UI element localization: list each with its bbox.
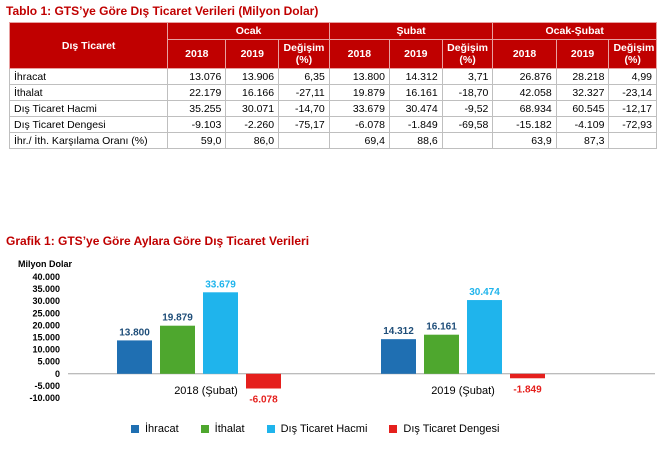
bar bbox=[510, 373, 545, 379]
y-axis-label: Milyon Dolar bbox=[18, 259, 73, 269]
table-cell: -6.078 bbox=[328, 116, 390, 133]
subheader-cell: Değişim (%) bbox=[441, 39, 494, 69]
y-tick-label: 40.000 bbox=[32, 272, 60, 282]
bar bbox=[203, 292, 238, 374]
bar bbox=[424, 334, 459, 374]
legend-item: Dış Ticaret Dengesi bbox=[389, 423, 499, 435]
data-label: -6.078 bbox=[249, 395, 278, 406]
data-label: 16.161 bbox=[426, 322, 457, 333]
data-label: 13.800 bbox=[119, 327, 150, 338]
table-cell: 26.876 bbox=[492, 68, 557, 85]
subheader-cell: 2018 bbox=[328, 39, 390, 69]
legend-swatch bbox=[389, 425, 398, 433]
table-cell: -75,17 bbox=[278, 116, 330, 133]
data-label: 30.474 bbox=[469, 287, 500, 298]
legend-swatch bbox=[131, 425, 139, 433]
legend-item: İthalat bbox=[200, 423, 245, 435]
data-label: 19.879 bbox=[162, 313, 193, 324]
bar bbox=[160, 325, 195, 374]
y-tick-label: 0 bbox=[55, 369, 60, 379]
legend-label: İhracat bbox=[145, 423, 179, 435]
table-cell: 32.327 bbox=[555, 84, 610, 101]
table-cell: 22.179 bbox=[167, 84, 227, 101]
table-cell: 86,0 bbox=[225, 132, 280, 149]
category-label: 2018 (Şubat) bbox=[174, 385, 238, 397]
data-label: 14.312 bbox=[383, 326, 414, 337]
bar bbox=[467, 300, 502, 374]
table-cell: 69,4 bbox=[328, 132, 390, 149]
table-row: İhr./ İth. Karşılama Oranı (%) 59,0 86,0 69… bbox=[8, 132, 657, 149]
chart-legend: İhracat İthalat Dış Ticaret Hacmi Dış Ticar… bbox=[131, 423, 499, 435]
table-cell: 59,0 bbox=[167, 132, 227, 149]
y-tick-label: 15.000 bbox=[32, 333, 60, 343]
bar bbox=[381, 339, 416, 374]
table-cell: 88,6 bbox=[388, 132, 443, 149]
legend-label: Dış Ticaret Hacmi bbox=[280, 423, 368, 435]
chart-title: Grafik 1: GTS’ye Göre Aylara Göre Dış Ti… bbox=[6, 234, 310, 248]
table-cell: -4.109 bbox=[555, 116, 610, 133]
trade-table: Dış Ticaret Ocak Şubat Ocak-Şubat 2018 20… bbox=[8, 22, 657, 149]
table-cell: 30.474 bbox=[388, 100, 443, 117]
table-title: Tablo 1: GTS’ye Göre Dış Ticaret Veriler… bbox=[6, 4, 319, 18]
table-cell bbox=[608, 132, 657, 149]
category-label: 2019 (Şubat) bbox=[431, 385, 495, 397]
table-row: İhracat 13.076 13.906 6,35 13.800 14.312 3,71 2… bbox=[8, 68, 657, 85]
header-subat: Şubat bbox=[328, 22, 494, 40]
table-cell: 87,3 bbox=[555, 132, 610, 149]
y-tick-label: -10.000 bbox=[29, 393, 60, 403]
subheader-cell: 2019 bbox=[388, 39, 443, 69]
table-row: Dış Ticaret Hacmi 35.255 30.071 -14,70 33.67… bbox=[8, 100, 657, 117]
legend-label: Dış Ticaret Dengesi bbox=[403, 423, 500, 435]
table-cell: 14.312 bbox=[388, 68, 443, 85]
table-cell: 13.800 bbox=[328, 68, 390, 85]
y-tick-label: 30.000 bbox=[32, 296, 60, 306]
table-cell: -27,11 bbox=[278, 84, 330, 101]
header-ocak-subat: Ocak-Şubat bbox=[492, 22, 657, 40]
y-tick-label: 25.000 bbox=[32, 308, 60, 318]
table-cell: -15.182 bbox=[492, 116, 557, 133]
data-label: -1.849 bbox=[513, 384, 542, 395]
y-tick-label: -5.000 bbox=[34, 381, 60, 391]
header-ocak: Ocak bbox=[167, 22, 330, 40]
subheader-cell: 2018 bbox=[492, 39, 557, 69]
legend-item: Dış Ticaret Hacmi bbox=[266, 423, 368, 435]
bar bbox=[117, 340, 152, 374]
data-label: 33.679 bbox=[205, 279, 236, 290]
y-tick-label: 35.000 bbox=[32, 284, 60, 294]
table-cell: 16.166 bbox=[225, 84, 280, 101]
row-label: İhracat bbox=[8, 68, 169, 85]
table-cell: 63,9 bbox=[492, 132, 557, 149]
subheader-cell: Değişim (%) bbox=[608, 39, 657, 69]
table-cell: 60.545 bbox=[555, 100, 610, 117]
legend-label: İthalat bbox=[214, 423, 245, 435]
subheader-cell: 2019 bbox=[555, 39, 610, 69]
subheader-cell: 2019 bbox=[225, 39, 280, 69]
legend-swatch bbox=[266, 425, 275, 433]
table-cell: 68.934 bbox=[492, 100, 557, 117]
row-label: İhr./ İth. Karşılama Oranı (%) bbox=[8, 132, 169, 149]
table-cell: 3,71 bbox=[441, 68, 494, 85]
header-dis-ticaret: Dış Ticaret bbox=[8, 22, 169, 69]
y-tick-label: 10.000 bbox=[32, 345, 60, 355]
y-tick-label: 20.000 bbox=[32, 320, 60, 330]
y-tick-label: 5.000 bbox=[37, 357, 60, 367]
table-cell: 6,35 bbox=[278, 68, 330, 85]
subheader-cell: Değişim (%) bbox=[278, 39, 330, 69]
legend-item: İhracat bbox=[131, 423, 179, 435]
bar bbox=[246, 373, 281, 389]
legend-swatch bbox=[200, 425, 209, 433]
